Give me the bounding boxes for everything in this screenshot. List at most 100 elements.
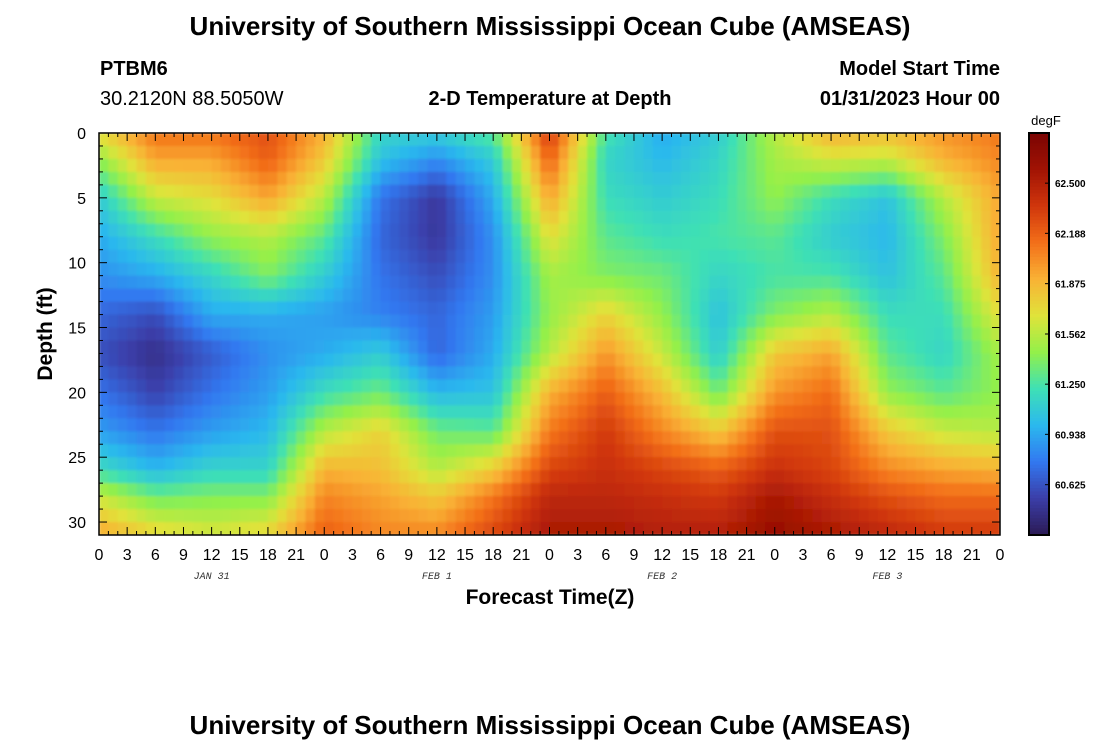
heatmap-cell <box>465 210 476 225</box>
colorbar-swatch <box>1029 323 1049 328</box>
colorbar-swatch <box>1029 313 1049 318</box>
heatmap-cell <box>483 509 494 523</box>
heatmap-cell <box>305 301 316 316</box>
heatmap-cell <box>305 509 316 523</box>
heatmap-cell <box>145 223 156 238</box>
heatmap-cell <box>99 171 109 186</box>
heatmap-cell <box>296 133 307 147</box>
heatmap-cell <box>521 444 532 458</box>
heatmap-cell <box>399 392 410 406</box>
colorbar-swatch <box>1029 357 1049 362</box>
heatmap-cell <box>821 133 832 147</box>
heatmap-cell <box>174 353 185 368</box>
heatmap-cell <box>680 171 691 186</box>
colorbar-swatch <box>1029 330 1049 335</box>
heatmap-cell <box>906 314 917 329</box>
heatmap-cell <box>155 457 166 471</box>
heatmap-cell <box>821 353 832 368</box>
heatmap-cell <box>99 392 109 406</box>
heatmap-cell <box>145 405 156 419</box>
heatmap-cell <box>202 444 213 458</box>
colorbar-swatch <box>1029 186 1049 191</box>
heatmap-cell <box>596 379 607 393</box>
colorbar-swatch <box>1029 240 1049 245</box>
heatmap-cell <box>493 522 504 535</box>
heatmap-cell <box>145 314 156 329</box>
heatmap-cell <box>840 470 851 484</box>
heatmap-cell <box>136 340 147 355</box>
heatmap-cell <box>718 418 729 432</box>
heatmap-cell <box>540 301 551 316</box>
heatmap-cell <box>793 133 804 147</box>
heatmap-cell <box>746 145 757 160</box>
heatmap-cell <box>727 483 738 497</box>
heatmap-cell <box>239 275 250 290</box>
heatmap-cell <box>962 457 973 471</box>
heatmap-cell <box>662 483 673 497</box>
heatmap-cell <box>399 133 410 147</box>
heatmap-cell <box>765 379 776 393</box>
heatmap-cell <box>436 262 447 277</box>
heatmap-cell <box>943 353 954 368</box>
heatmap-cell <box>793 210 804 225</box>
heatmap-cell <box>990 431 1000 445</box>
heatmap-cell <box>211 379 222 393</box>
colorbar-swatch <box>1029 424 1049 429</box>
heatmap-cell <box>267 522 278 535</box>
heatmap-cell <box>924 483 935 497</box>
heatmap-cell <box>699 405 710 419</box>
heatmap-cell <box>718 145 729 160</box>
heatmap-cell <box>549 418 560 432</box>
heatmap-cell <box>577 158 588 173</box>
heatmap-cell <box>906 483 917 497</box>
heatmap-cell <box>971 340 982 355</box>
heatmap-cell <box>971 288 982 303</box>
heatmap-cell <box>530 366 541 380</box>
heatmap-cell <box>202 431 213 445</box>
heatmap-cell <box>868 210 879 225</box>
heatmap-cell <box>314 483 325 497</box>
heatmap-cell <box>962 353 973 368</box>
colorbar-tick-label: 61.250 <box>1055 380 1086 391</box>
heatmap-cell <box>164 158 175 173</box>
colorbar-swatch <box>1029 421 1049 426</box>
heatmap-cell <box>455 340 466 355</box>
heatmap-cell <box>361 379 372 393</box>
heatmap-cell <box>971 418 982 432</box>
heatmap-cell <box>371 210 382 225</box>
heatmap-cell <box>549 379 560 393</box>
heatmap-cell <box>849 236 860 251</box>
heatmap-cell <box>127 405 138 419</box>
heatmap-cell <box>709 379 720 393</box>
heatmap-cell <box>915 210 926 225</box>
heatmap-cell <box>727 210 738 225</box>
heatmap-cell <box>427 418 438 432</box>
heatmap-cell <box>380 483 391 497</box>
heatmap-cell <box>511 327 522 342</box>
heatmap-cell <box>296 158 307 173</box>
heatmap-cell <box>249 353 260 368</box>
colorbar-swatch <box>1029 143 1049 147</box>
heatmap-cell <box>737 223 748 238</box>
heatmap-cell <box>183 418 194 432</box>
heatmap-cell <box>774 301 785 316</box>
heatmap-cell <box>380 197 391 212</box>
heatmap-cell <box>230 392 241 406</box>
heatmap-cell <box>727 133 738 147</box>
heatmap-cell <box>990 327 1000 342</box>
heatmap-cell <box>877 353 888 368</box>
colorbar-swatch <box>1029 193 1049 198</box>
heatmap-cell <box>483 340 494 355</box>
colorbar-swatch <box>1029 179 1049 184</box>
heatmap-cell <box>530 262 541 277</box>
heatmap-cell <box>737 457 748 471</box>
heatmap-cell <box>427 236 438 251</box>
heatmap-cell <box>314 236 325 251</box>
heatmap-cell <box>587 249 598 264</box>
heatmap-cell <box>831 249 842 264</box>
heatmap-cell <box>371 483 382 497</box>
heatmap-cell <box>558 210 569 225</box>
heatmap-cell <box>727 223 738 238</box>
heatmap-cell <box>277 483 288 497</box>
heatmap-cell <box>267 133 278 147</box>
